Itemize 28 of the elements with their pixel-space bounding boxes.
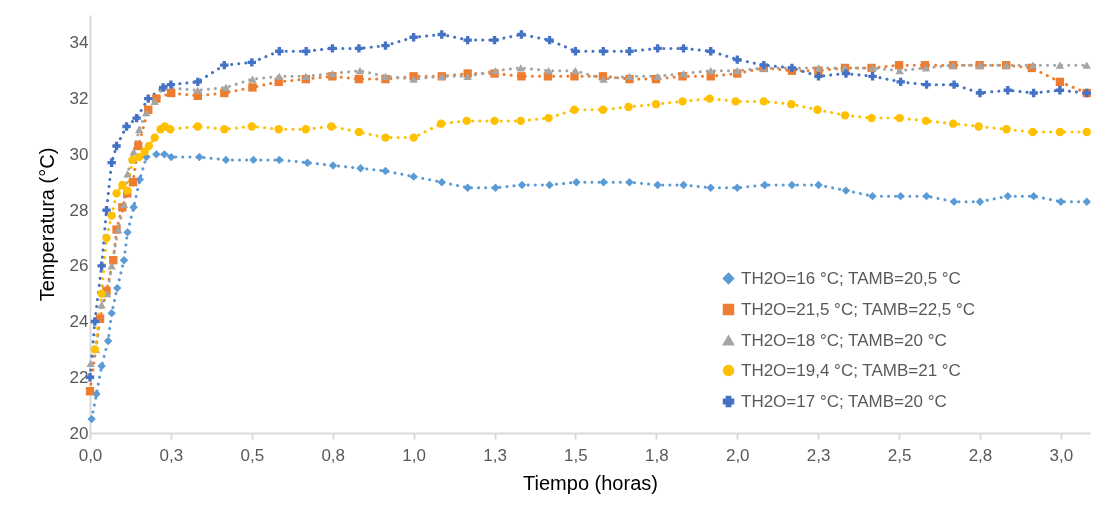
legend-label: TH2O=16 °C; TAMB=20,5 °C <box>741 268 961 288</box>
x-tick-label: 2,5 <box>887 445 912 465</box>
y-axis-title: Temperatura (°C) <box>35 147 58 302</box>
legend-label: TH2O=21,5 °C; TAMB=22,5 °C <box>741 299 976 319</box>
x-axis-title: Tiempo (horas) <box>523 471 658 494</box>
x-tick-label: 2,3 <box>806 445 831 465</box>
x-tick-label: 2,8 <box>968 445 993 465</box>
y-tick-label: 22 <box>69 367 89 387</box>
x-tick-label: 3,0 <box>1049 445 1074 465</box>
x-tick-label: 0,5 <box>240 445 265 465</box>
y-tick-label: 30 <box>69 144 89 164</box>
x-tick-label: 1,8 <box>645 445 669 465</box>
x-tick-label: 1,3 <box>483 445 507 465</box>
legend-label: TH2O=17 °C; TAMB=20 °C <box>741 391 947 411</box>
y-tick-label: 32 <box>69 89 89 109</box>
x-tick-label: 0,8 <box>321 445 346 465</box>
y-tick-label: 20 <box>69 423 89 443</box>
y-tick-label: 26 <box>69 256 89 276</box>
legend-label: TH2O=19,4 °C; TAMB=21 °C <box>741 360 961 380</box>
x-tick-label: 1,5 <box>564 445 588 465</box>
x-tick-label: 0,3 <box>159 445 184 465</box>
y-tick-label: 28 <box>69 200 89 220</box>
y-tick-label: 24 <box>69 312 89 332</box>
x-tick-label: 0,0 <box>78 445 103 465</box>
x-tick-label: 2,0 <box>725 445 750 465</box>
legend-label: TH2O=18 °C; TAMB=20 °C <box>741 330 947 350</box>
y-tick-label: 34 <box>69 33 89 53</box>
x-tick-label: 1,0 <box>402 445 426 465</box>
